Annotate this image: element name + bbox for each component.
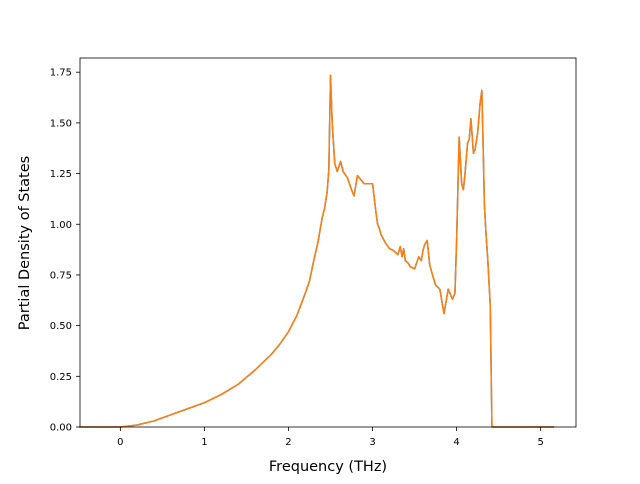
y-tick-label-6: 1.50 [50, 118, 72, 129]
x-tick-label-2: 2 [285, 437, 291, 448]
y-tick-label-3: 0.75 [50, 270, 72, 281]
x-tick-label-0: 0 [117, 437, 123, 448]
ticks-layer: 0 1 2 3 4 5 0.00 0.25 0.50 0.75 1.00 1.25 1.50 1.75 [50, 68, 544, 448]
plot-background [80, 58, 576, 427]
axes-layer [79, 57, 577, 428]
x-axis-label: Frequency (THz) [269, 459, 387, 475]
plot-area [80, 58, 576, 427]
series-line-1 [79, 74, 555, 428]
y-tick-label-1: 0.25 [50, 372, 72, 383]
plot-frame [79, 57, 577, 428]
x-tick-label-3: 3 [369, 437, 375, 448]
x-tick-label-4: 4 [453, 437, 459, 448]
y-tick-label-7: 1.75 [50, 68, 72, 79]
x-tick-label-5: 5 [538, 437, 544, 448]
y-tick-label-4: 1.00 [50, 220, 72, 231]
y-tick-label-5: 1.25 [50, 169, 72, 180]
y-tick-label-0: 0.00 [50, 423, 72, 434]
series-layer [79, 74, 555, 428]
y-axis-label: Partial Density of States [17, 156, 33, 330]
y-tick-label-2: 0.50 [50, 321, 72, 332]
x-tick-label-1: 1 [201, 437, 207, 448]
